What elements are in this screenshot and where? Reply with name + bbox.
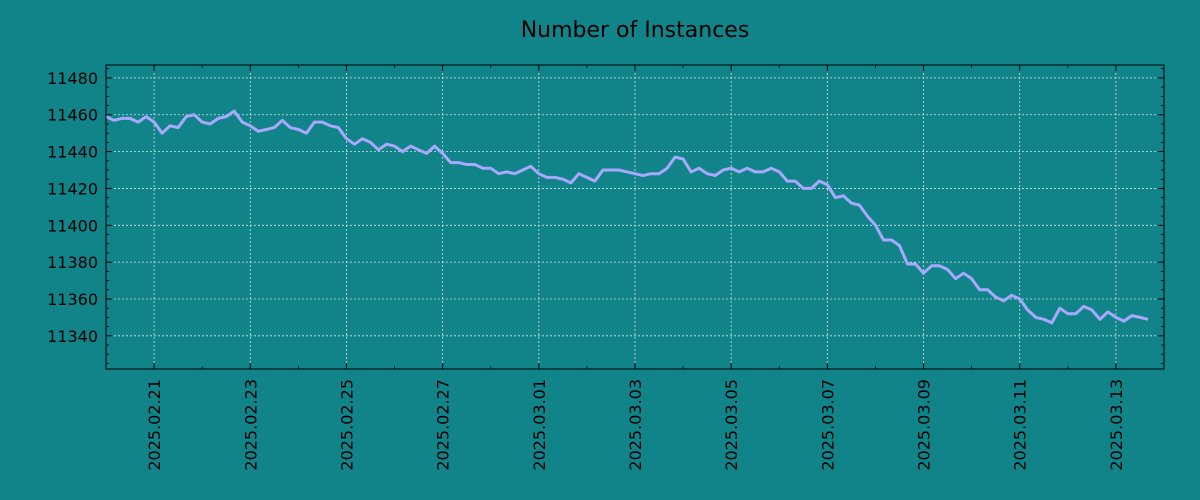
x-tick-label: 2025.02.23 <box>241 379 260 471</box>
x-tick-label: 2025.03.03 <box>626 379 645 471</box>
series-line-0 <box>105 109 1149 325</box>
x-tick-label: 2025.03.09 <box>915 379 934 471</box>
x-tick-label: 2025.03.05 <box>722 379 741 471</box>
y-tick-label: 11420 <box>47 179 98 198</box>
y-tick-label: 11460 <box>47 106 98 125</box>
x-tick-label: 2025.02.25 <box>337 379 356 471</box>
y-tick-label: 11400 <box>47 216 98 235</box>
y-tick-label: 11440 <box>47 143 98 162</box>
x-tick-label: 2025.02.27 <box>434 379 453 471</box>
x-tick-label: 2025.03.01 <box>530 379 549 471</box>
plot-frame <box>105 64 1165 370</box>
series-layer <box>105 109 1149 325</box>
grid-lines <box>106 65 1164 369</box>
y-tick-label: 11340 <box>47 327 98 346</box>
y-tick-label: 11480 <box>47 69 98 88</box>
chart-title: Number of Instances <box>521 18 750 43</box>
x-axis-ticks: 2025.02.21 2025.02.23 2025.02.25 2025.02.27… <box>105 65 1165 471</box>
x-tick-label: 2025.03.13 <box>1107 379 1126 471</box>
x-tick-label: 2025.03.11 <box>1011 379 1030 471</box>
x-tick-label: 2025.02.21 <box>145 379 164 471</box>
y-tick-label: 11380 <box>47 253 98 272</box>
x-tick-label: 2025.03.07 <box>818 379 837 471</box>
y-tick-label: 11360 <box>47 290 98 309</box>
